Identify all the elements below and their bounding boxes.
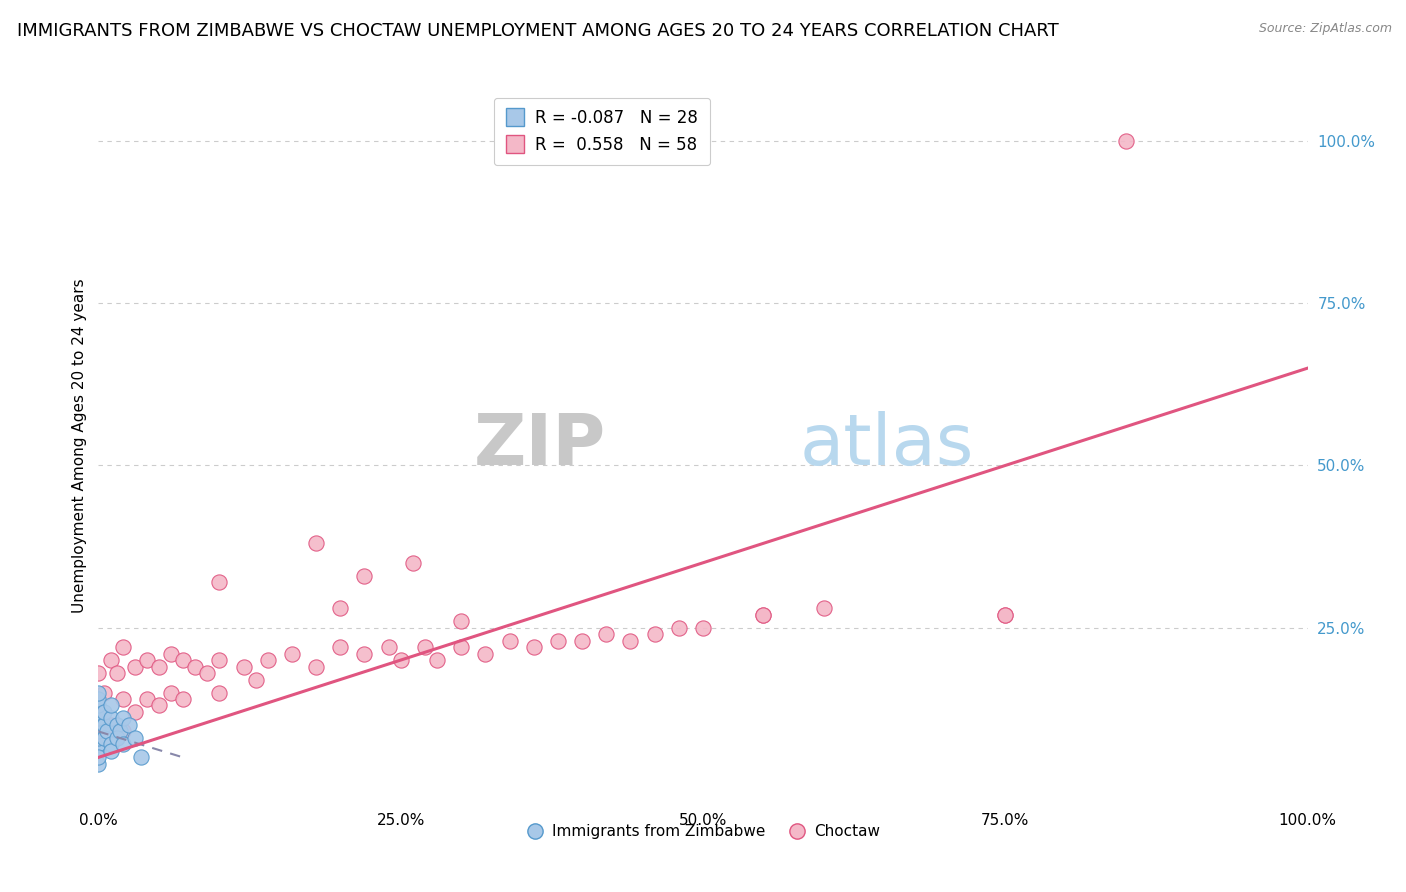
- Point: [450, 614, 472, 628]
- Y-axis label: Unemployment Among Ages 20 to 24 years: Unemployment Among Ages 20 to 24 years: [72, 278, 87, 614]
- Point: [129, 750, 152, 764]
- Point: [111, 711, 134, 725]
- Point: [523, 640, 546, 654]
- Point: [87, 750, 110, 764]
- Point: [96, 724, 118, 739]
- Point: [353, 647, 375, 661]
- Point: [87, 685, 110, 699]
- Point: [172, 653, 194, 667]
- Point: [172, 692, 194, 706]
- Point: [111, 692, 134, 706]
- Point: [87, 731, 110, 745]
- Point: [413, 640, 436, 654]
- Point: [93, 685, 115, 699]
- Text: atlas: atlas: [800, 411, 974, 481]
- Point: [87, 705, 110, 719]
- Point: [619, 633, 641, 648]
- Point: [281, 647, 304, 661]
- Point: [389, 653, 412, 667]
- Point: [329, 640, 352, 654]
- Point: [93, 718, 115, 732]
- Point: [208, 685, 231, 699]
- Point: [105, 666, 128, 681]
- Point: [994, 607, 1017, 622]
- Point: [305, 536, 328, 550]
- Point: [124, 731, 146, 745]
- Point: [426, 653, 449, 667]
- Point: [111, 640, 134, 654]
- Point: [498, 633, 520, 648]
- Point: [256, 653, 278, 667]
- Point: [93, 731, 115, 745]
- Point: [1115, 134, 1137, 148]
- Point: [547, 633, 569, 648]
- Point: [118, 718, 141, 732]
- Point: [245, 673, 267, 687]
- Point: [105, 731, 128, 745]
- Point: [752, 607, 775, 622]
- Point: [994, 607, 1017, 622]
- Point: [135, 692, 157, 706]
- Point: [813, 601, 835, 615]
- Legend: Immigrants from Zimbabwe, Choctaw: Immigrants from Zimbabwe, Choctaw: [520, 818, 886, 845]
- Point: [148, 659, 170, 673]
- Point: [353, 568, 375, 582]
- Point: [87, 756, 110, 771]
- Point: [87, 731, 110, 745]
- Point: [100, 653, 122, 667]
- Point: [232, 659, 254, 673]
- Point: [377, 640, 399, 654]
- Point: [87, 705, 110, 719]
- Point: [595, 627, 617, 641]
- Point: [668, 621, 690, 635]
- Point: [160, 685, 183, 699]
- Point: [135, 653, 157, 667]
- Point: [160, 647, 183, 661]
- Point: [87, 711, 110, 725]
- Point: [111, 738, 134, 752]
- Point: [474, 647, 496, 661]
- Point: [208, 653, 231, 667]
- Point: [100, 738, 122, 752]
- Point: [87, 698, 110, 713]
- Point: [402, 556, 425, 570]
- Point: [100, 744, 122, 758]
- Point: [93, 705, 115, 719]
- Point: [87, 692, 110, 706]
- Point: [571, 633, 593, 648]
- Point: [305, 659, 328, 673]
- Text: IMMIGRANTS FROM ZIMBABWE VS CHOCTAW UNEMPLOYMENT AMONG AGES 20 TO 24 YEARS CORRE: IMMIGRANTS FROM ZIMBABWE VS CHOCTAW UNEM…: [17, 22, 1059, 40]
- Point: [111, 724, 134, 739]
- Point: [87, 744, 110, 758]
- Point: [100, 698, 122, 713]
- Point: [208, 575, 231, 590]
- Point: [105, 718, 128, 732]
- Point: [644, 627, 666, 641]
- Text: ZIP: ZIP: [474, 411, 606, 481]
- Point: [108, 724, 131, 739]
- Point: [148, 698, 170, 713]
- Point: [100, 718, 122, 732]
- Point: [450, 640, 472, 654]
- Point: [87, 738, 110, 752]
- Point: [329, 601, 352, 615]
- Point: [692, 621, 714, 635]
- Text: Source: ZipAtlas.com: Source: ZipAtlas.com: [1258, 22, 1392, 36]
- Point: [87, 724, 110, 739]
- Point: [87, 718, 110, 732]
- Point: [752, 607, 775, 622]
- Point: [184, 659, 207, 673]
- Point: [100, 711, 122, 725]
- Point: [124, 705, 146, 719]
- Point: [87, 666, 110, 681]
- Point: [124, 659, 146, 673]
- Point: [195, 666, 218, 681]
